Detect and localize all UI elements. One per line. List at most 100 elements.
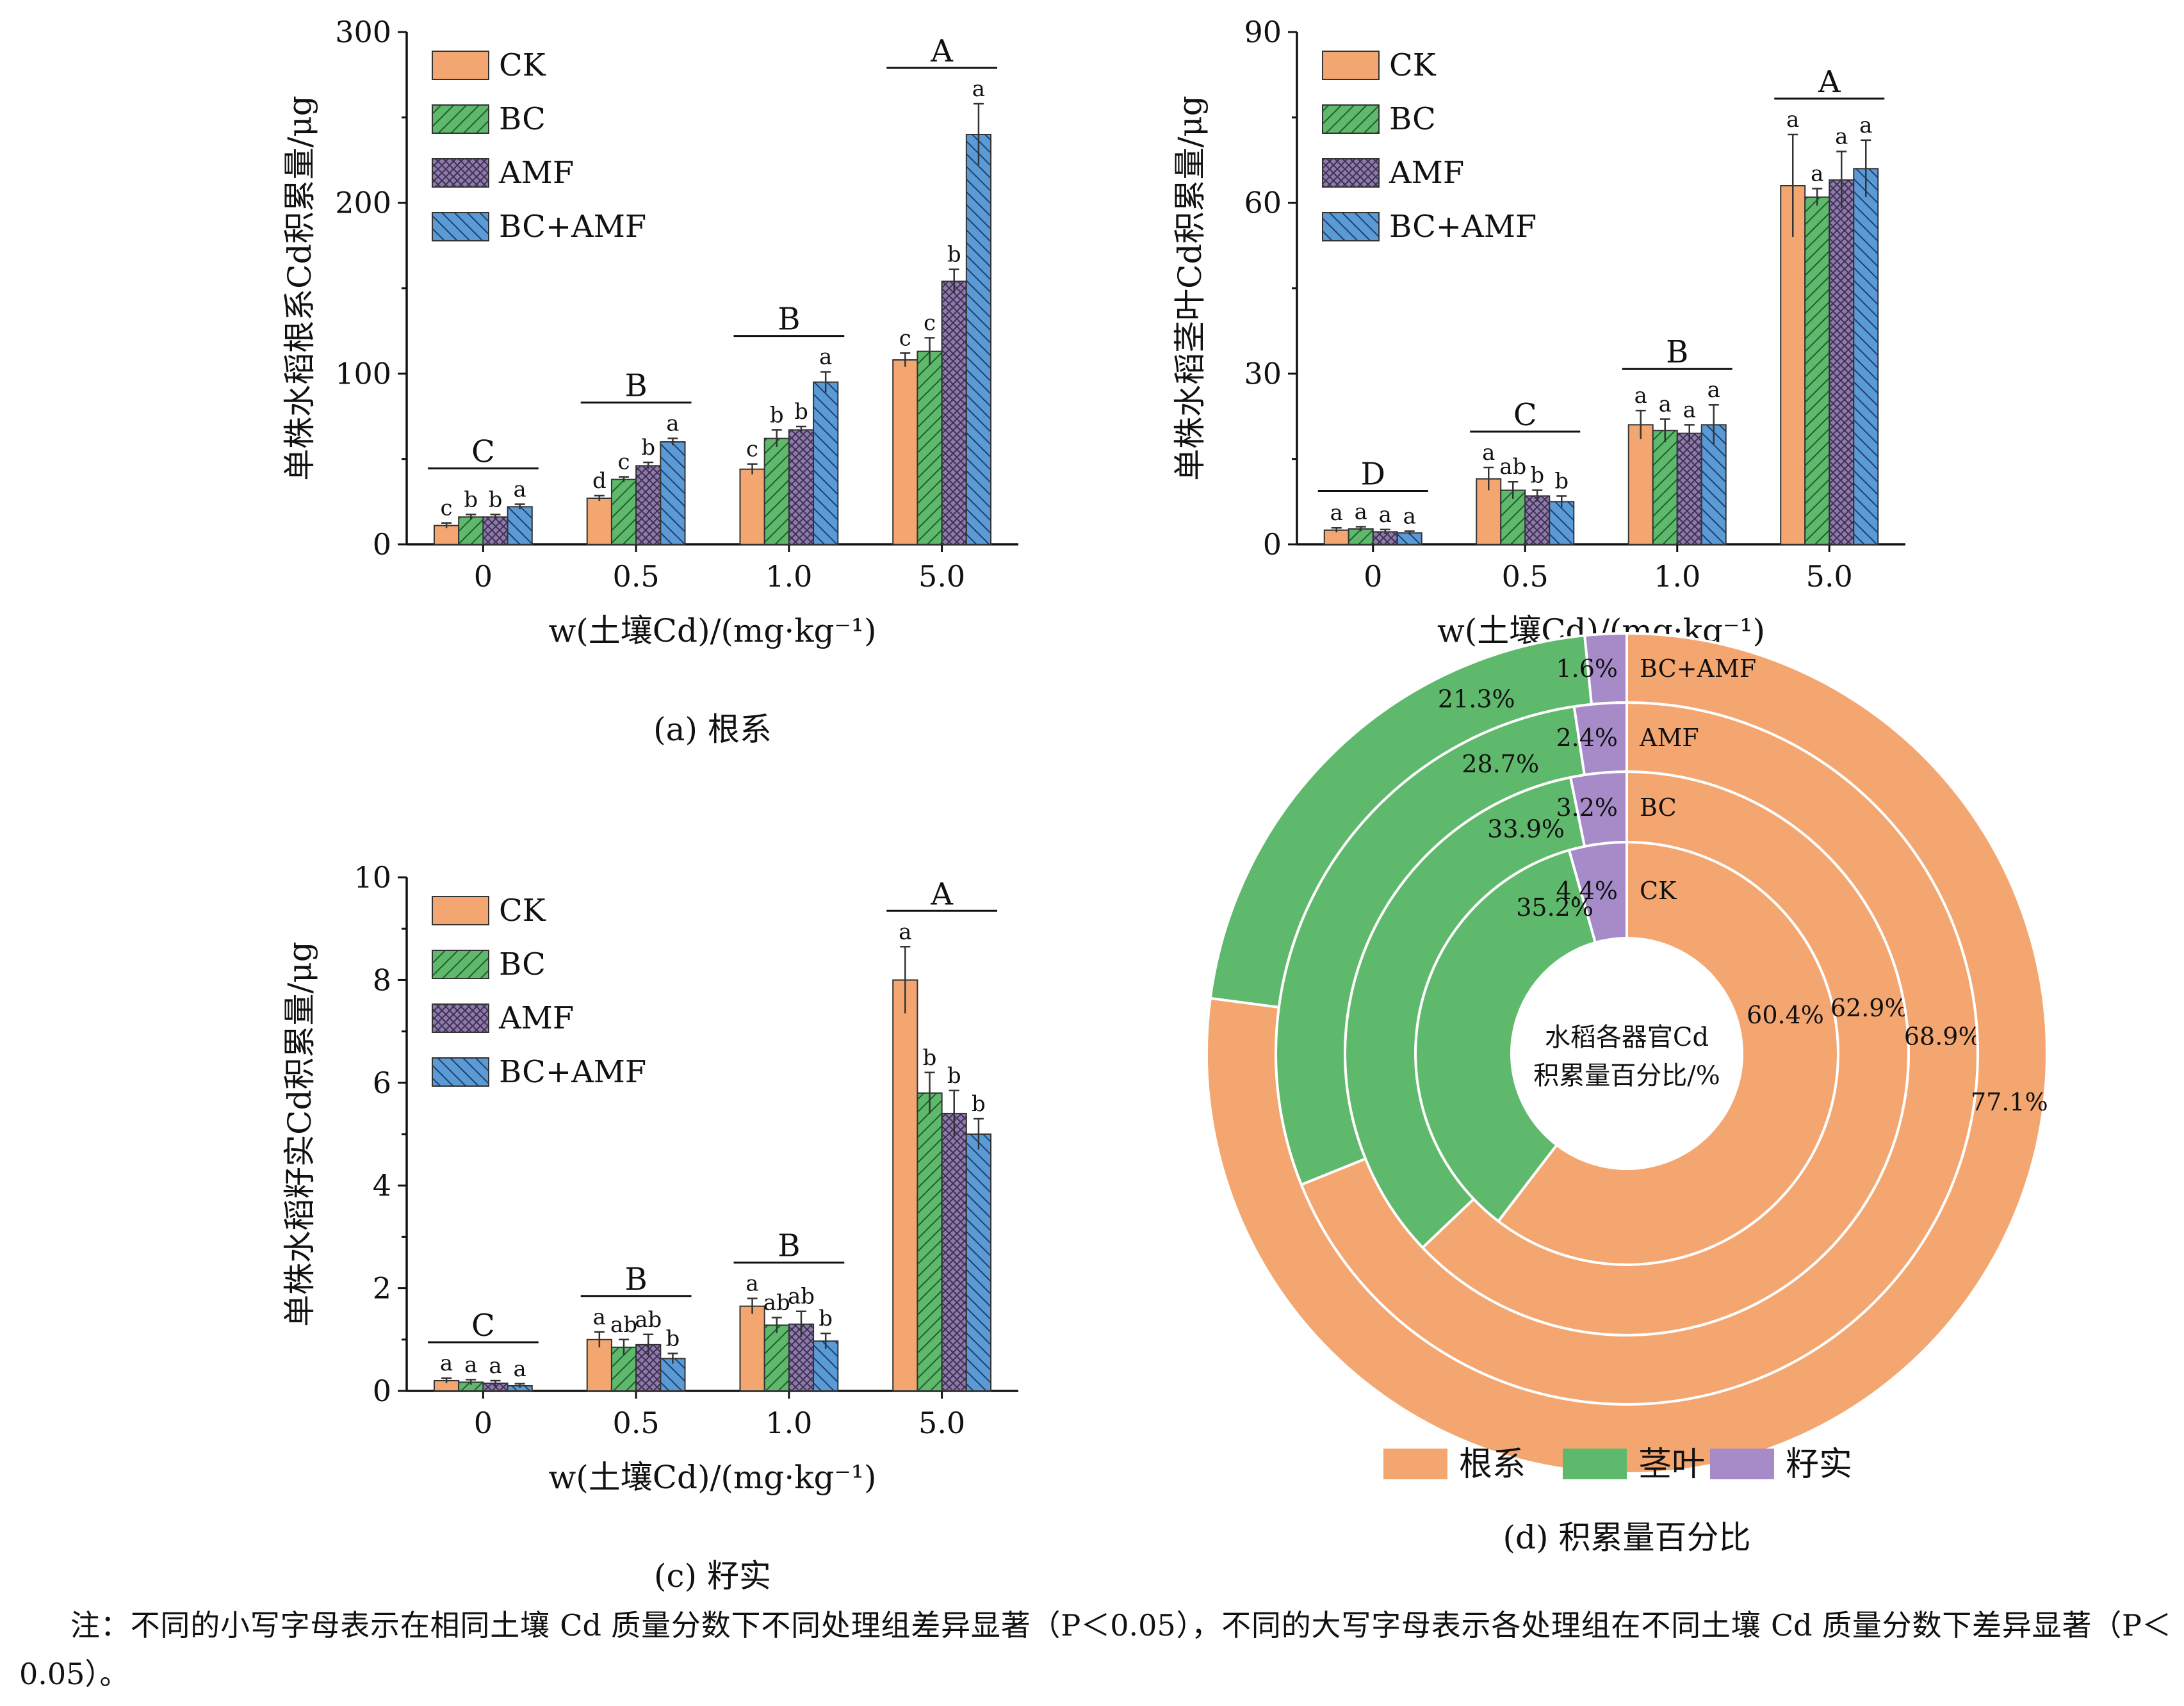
donut-value-label: 1.6% — [1556, 654, 1618, 683]
panel-caption: (d) 积累量百分比 — [1503, 1519, 1751, 1556]
x-axis-label: w(土壤Cd)/(mg·kg⁻¹) — [549, 612, 877, 649]
significance-letter: b — [819, 1306, 833, 1331]
x-tick-label: 0.5 — [613, 559, 660, 594]
legend-label: CK — [499, 893, 546, 929]
y-tick-label: 200 — [335, 186, 391, 220]
y-tick-label: 90 — [1244, 15, 1282, 49]
y-tick-label: 0 — [373, 527, 391, 562]
significance-letter: ab — [788, 1284, 815, 1310]
bar-ck — [433, 524, 460, 546]
group-letter: A — [1818, 64, 1841, 100]
bar-bc — [763, 1324, 790, 1392]
group-letter: C — [471, 434, 495, 469]
bar-amf — [788, 429, 815, 545]
group-letter: B — [778, 1228, 800, 1264]
bar-bc-amf — [507, 506, 533, 545]
significance-letter: a — [746, 1271, 758, 1297]
donut-legend-swatch — [1563, 1449, 1627, 1479]
bar-amf — [482, 516, 509, 545]
bar-ck — [892, 359, 918, 545]
legend-label: BC+AMF — [1389, 209, 1536, 245]
donut-legend-label: 茎叶 — [1638, 1445, 1705, 1484]
significance-letter: b — [770, 402, 784, 428]
significance-letter: a — [464, 1352, 477, 1377]
x-tick-label: 0.5 — [1502, 559, 1549, 594]
bar-ck — [1627, 424, 1654, 545]
bar-ck — [892, 979, 918, 1392]
bar-bc — [763, 437, 790, 546]
donut-legend-swatch — [1710, 1449, 1774, 1479]
significance-letter: a — [1811, 161, 1823, 186]
significance-letter: c — [924, 310, 936, 336]
significance-letter: b — [947, 1063, 961, 1089]
donut-value-label: 4.4% — [1556, 877, 1618, 905]
significance-letter: b — [489, 487, 503, 512]
significance-letter: a — [514, 1356, 526, 1382]
bar-ck — [1780, 185, 1806, 545]
bar-amf — [1829, 179, 1855, 546]
bar-bc-amf — [660, 441, 686, 545]
bar-bc — [610, 478, 637, 546]
significance-letter: a — [1355, 499, 1367, 524]
donut-center-label: 水稻各器官Cd — [1545, 1023, 1709, 1052]
significance-letter: ab — [763, 1290, 790, 1315]
panel-caption: (a) 根系 — [653, 711, 772, 748]
donut-ring-name: AMF — [1639, 724, 1699, 752]
donut-legend-swatch — [1383, 1449, 1447, 1479]
donut-ring-name: BC — [1640, 793, 1677, 822]
donut-value-label: 60.4% — [1747, 1001, 1824, 1029]
significance-letter: a — [899, 919, 911, 945]
significance-letter: b — [947, 242, 961, 268]
significance-letter: a — [440, 1351, 453, 1376]
bar-bc — [1804, 196, 1830, 545]
note-line-1: 注：不同的小写字母表示在相同土壤 Cd 质量分数下不同处理组差异显著（P＜0.0… — [70, 1608, 1882, 1643]
significance-letter: a — [1330, 500, 1343, 526]
significance-letter: a — [1659, 391, 1672, 417]
significance-letter: a — [1683, 397, 1696, 423]
donut-panel-d: 60.4% 35.2%4.4% CK 62.9% 33.9%3.2% BC 68.9% 28.… — [1205, 631, 2048, 1556]
bar-amf — [1524, 495, 1551, 546]
bar-bc-amf — [965, 1133, 992, 1392]
panel-caption: (c) 籽实 — [654, 1557, 771, 1595]
significance-letter: a — [1482, 440, 1495, 466]
bar-bc-amf — [1853, 168, 1879, 546]
x-tick-label: 1.0 — [765, 559, 812, 594]
group-letter: B — [624, 368, 647, 404]
bar-amf — [941, 280, 967, 545]
significance-letter: b — [464, 487, 478, 512]
bar-bc — [917, 1092, 943, 1392]
significance-letter: ab — [635, 1307, 662, 1333]
significance-letter: a — [593, 1304, 606, 1330]
x-tick-label: 0 — [1364, 559, 1382, 594]
x-tick-label: 5.0 — [1806, 559, 1853, 594]
y-tick-label: 300 — [335, 15, 391, 49]
significance-letter: c — [899, 325, 911, 351]
legend-swatch — [432, 1003, 489, 1033]
significance-letter: a — [1707, 377, 1720, 403]
donut-center-label: 积累量百分比/% — [1533, 1061, 1720, 1091]
x-axis-label: w(土壤Cd)/(mg·kg⁻¹) — [549, 1459, 877, 1496]
legend-swatch — [1322, 104, 1380, 134]
significance-letter: ab — [610, 1312, 637, 1338]
y-tick-label: 8 — [373, 963, 391, 997]
donut-value-label: 2.4% — [1556, 724, 1618, 752]
significance-letter: b — [641, 435, 655, 460]
bar-ck — [739, 1305, 765, 1392]
legend-label: AMF — [498, 155, 574, 191]
significance-letter: b — [1530, 463, 1544, 489]
group-letter: B — [778, 302, 800, 337]
x-tick-label: 0 — [474, 1406, 493, 1440]
donut-value-label: 62.9% — [1830, 994, 1908, 1022]
significance-letter: b — [923, 1045, 937, 1071]
significance-letter: a — [1835, 124, 1848, 150]
bar-ck — [739, 468, 765, 546]
donut-value-label: 3.2% — [1556, 793, 1618, 822]
significance-letter: a — [1786, 107, 1799, 133]
donut-ring-name: CK — [1640, 877, 1677, 905]
donut-ring-name: BC+AMF — [1640, 654, 1756, 683]
significance-letter: b — [794, 399, 808, 425]
legend-label: CK — [499, 47, 546, 83]
significance-letter: b — [666, 1326, 680, 1351]
